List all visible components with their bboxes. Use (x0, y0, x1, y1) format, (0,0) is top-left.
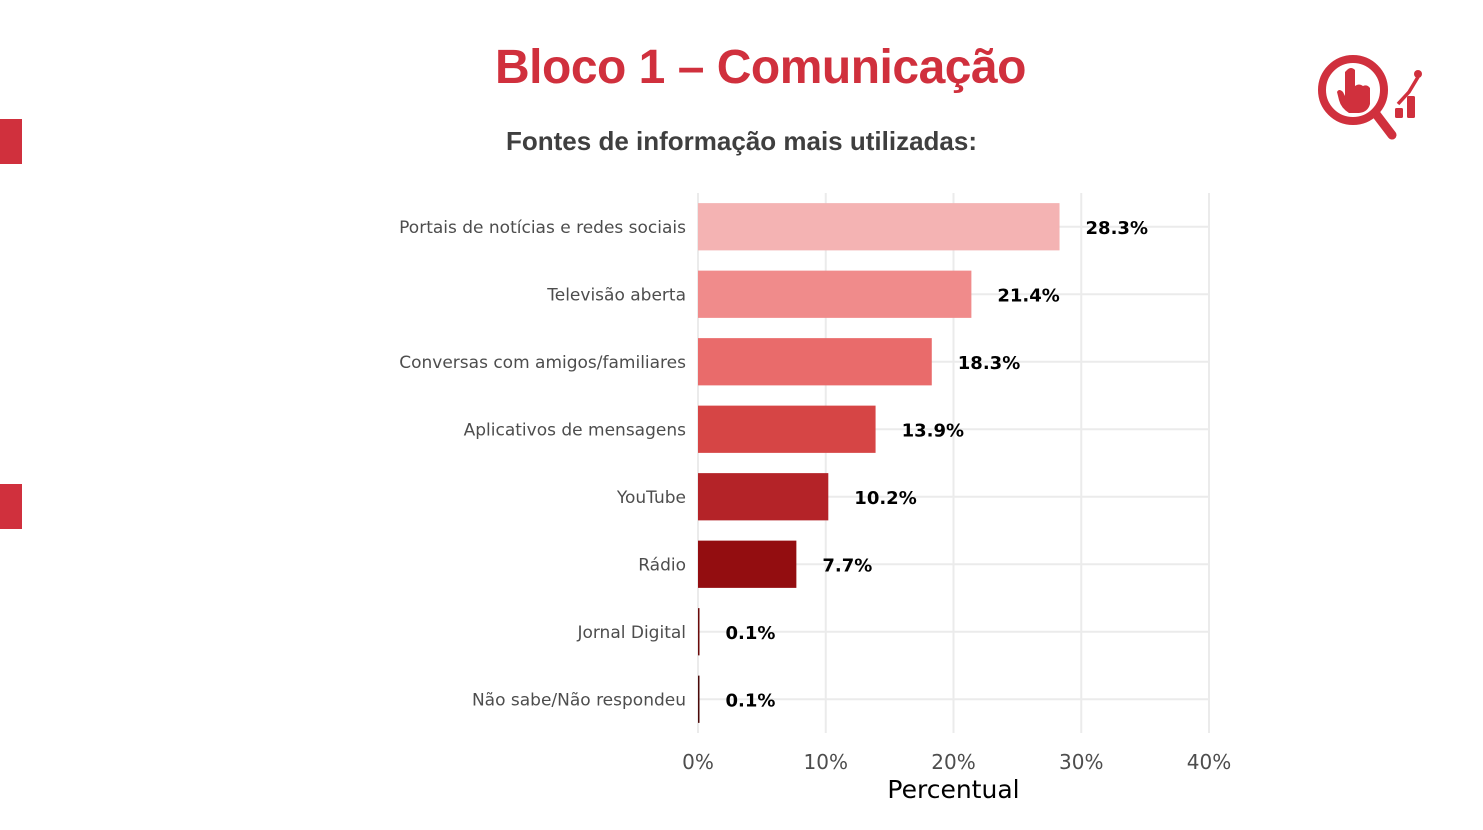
category-label-0: Portais de notícias e redes sociais (399, 218, 686, 238)
category-label-3: Aplicativos de mensagens (464, 420, 686, 440)
side-tab-bottom (0, 484, 22, 529)
chart-subtitle: Fontes de informação mais utilizadas: (506, 126, 977, 156)
category-label-5: Rádio (638, 555, 686, 575)
data-label-6: 0.1% (726, 623, 776, 644)
x-tick-label-4: 40% (1187, 750, 1231, 774)
bar-4 (698, 473, 829, 521)
x-tick-label-0: 0% (682, 750, 714, 774)
data-label-0: 28.3% (1086, 218, 1148, 239)
category-label-6: Jornal Digital (576, 623, 686, 643)
x-tick-label-1: 10% (804, 750, 848, 774)
category-label-7: Não sabe/Não respondeu (472, 690, 686, 710)
data-label-3: 13.9% (902, 420, 964, 441)
bar-6 (698, 608, 700, 656)
data-label-7: 0.1% (726, 690, 776, 711)
page-title: Bloco 1 – Comunicação (495, 41, 1026, 94)
x-axis-label: Percentual (887, 775, 1019, 804)
side-tab-top (0, 119, 22, 164)
x-tick-label-3: 30% (1059, 750, 1103, 774)
data-label-1: 21.4% (997, 285, 1059, 306)
bar-2 (698, 338, 932, 386)
data-label-5: 7.7% (822, 555, 872, 576)
category-label-1: Televisão aberta (546, 285, 686, 305)
x-tick-label-2: 20% (931, 750, 975, 774)
category-label-2: Conversas com amigos/familiares (399, 353, 686, 373)
bar-7 (698, 675, 700, 723)
data-label-4: 10.2% (854, 488, 916, 509)
bar-1 (698, 270, 972, 318)
data-label-2: 18.3% (958, 353, 1020, 374)
bar-3 (698, 405, 876, 453)
bar-0 (698, 203, 1060, 251)
category-label-4: YouTube (616, 488, 686, 508)
magnifier-hand-chart-icon (1318, 55, 1422, 140)
bar-5 (698, 540, 797, 588)
